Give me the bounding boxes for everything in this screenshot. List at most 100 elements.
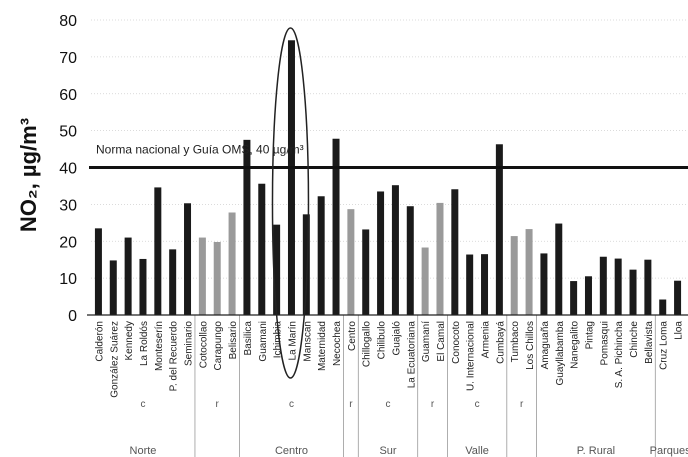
group-name: Parques [650, 445, 688, 457]
bar [317, 196, 325, 315]
y-tick-label: 70 [59, 50, 77, 67]
bar [436, 202, 444, 315]
x-tick-label: Chinche [629, 321, 640, 358]
x-tick-label: La Ecuatoriana [406, 321, 417, 389]
group-name: Sur [379, 445, 396, 457]
x-tick-label: Los Chillos [525, 321, 536, 370]
x-tick-label: Manscan [302, 321, 313, 362]
group-name: Valle [465, 445, 489, 457]
bar [525, 229, 533, 315]
bar [421, 247, 429, 315]
x-tick-label: Centro [347, 321, 358, 351]
x-tick-label: Guamaní [421, 321, 432, 362]
y-tick-label: 50 [59, 124, 77, 141]
bar [169, 249, 177, 315]
bar [481, 254, 489, 315]
bar [406, 206, 414, 315]
x-tick-label: Maternidad [317, 321, 328, 371]
group-code: c [289, 399, 294, 410]
x-tick-label: P. del Recuerdo [169, 321, 180, 392]
x-tick-label: U. Internacional [466, 321, 477, 391]
y-tick-label: 30 [59, 197, 77, 214]
x-tick-label: Guamani [258, 321, 269, 362]
x-tick-label: Amaguaña [540, 321, 551, 370]
x-tick-label: Kennedy [124, 321, 135, 360]
group-name: Norte [130, 445, 157, 457]
x-tick-label: Chilibulo [377, 321, 388, 360]
group-code: r [349, 399, 353, 410]
x-tick-label: Monteserín [154, 321, 165, 371]
highlight-ellipse [271, 27, 310, 379]
x-tick-label: Pintag [584, 321, 595, 349]
group-code: r [520, 399, 524, 410]
x-tick-label: La Marín [287, 321, 298, 360]
bar [228, 212, 236, 315]
x-tick-label: Basilica [243, 321, 254, 356]
bar [94, 228, 102, 315]
bar [347, 209, 355, 315]
x-tick-label: Belisario [228, 321, 239, 360]
reference-line-label: Norma nacional y Guía OMS, 40 µg/m³ [96, 143, 304, 157]
bar [391, 185, 399, 315]
bar [644, 259, 652, 315]
group-name: Centro [275, 445, 308, 457]
x-tick-label: Tumbaco [510, 321, 521, 363]
bar [674, 280, 682, 315]
group-code: r [431, 399, 435, 410]
x-tick-label: Seminario [184, 321, 195, 366]
bar [332, 138, 340, 315]
group-name: P. Rural [577, 445, 615, 457]
bar [258, 183, 266, 315]
bar [495, 144, 503, 315]
x-tick-label: Calderón [94, 321, 105, 362]
y-tick-label: 0 [68, 308, 77, 325]
bar [599, 256, 607, 315]
bar [466, 254, 474, 315]
x-tick-label: Lloa [674, 321, 685, 340]
bar [184, 203, 192, 315]
bar [362, 229, 370, 315]
y-tick-label: 10 [59, 271, 77, 288]
x-tick-label: Guayllabamba [555, 321, 566, 386]
bar [243, 139, 251, 315]
x-tick-label: Cumbayá [495, 321, 506, 364]
bar [659, 299, 667, 315]
bar [510, 236, 518, 315]
bar [302, 214, 310, 315]
bar [584, 276, 592, 315]
x-tick-label: Nanegalito [570, 321, 581, 369]
group-code: c [475, 399, 480, 410]
x-tick-label: La Roldós [139, 321, 150, 366]
x-tick-label: Chillogallo [362, 321, 373, 368]
bar [555, 223, 563, 315]
bar [614, 258, 622, 315]
y-tick-label: 80 [59, 13, 77, 30]
bar [540, 253, 548, 315]
bar [377, 191, 385, 315]
bar [139, 258, 147, 315]
x-tick-label: Cruz Loma [659, 321, 670, 370]
x-tick-label: Ichimbia [273, 321, 284, 359]
bar [109, 260, 117, 315]
bars-layer [94, 40, 682, 315]
bar [287, 40, 295, 315]
group-code: c [140, 399, 145, 410]
group-labels: c Norte r c Centro r c Sur r c Valle r P. Rural Parqu… [130, 315, 688, 457]
x-tick-label: El Camal [436, 321, 447, 362]
group-code: r [216, 399, 220, 410]
y-axis-label: NO₂, µg/m³ [16, 118, 41, 232]
bar [570, 281, 578, 315]
y-tick-label: 60 [59, 87, 77, 104]
bar [273, 224, 281, 315]
x-tick-label: Necochea [332, 321, 343, 366]
group-code: c [386, 399, 391, 410]
bar [198, 237, 206, 315]
bar [154, 187, 162, 315]
y-axis-ticks: 0 10 20 30 40 50 60 70 80 [59, 13, 77, 325]
x-tick-label: S. A. Pichincha [614, 321, 625, 389]
bar [451, 189, 459, 315]
x-tick-label: Carapungo [213, 321, 224, 371]
x-tick-label: Guajaló [391, 321, 402, 356]
y-tick-label: 20 [59, 234, 77, 251]
